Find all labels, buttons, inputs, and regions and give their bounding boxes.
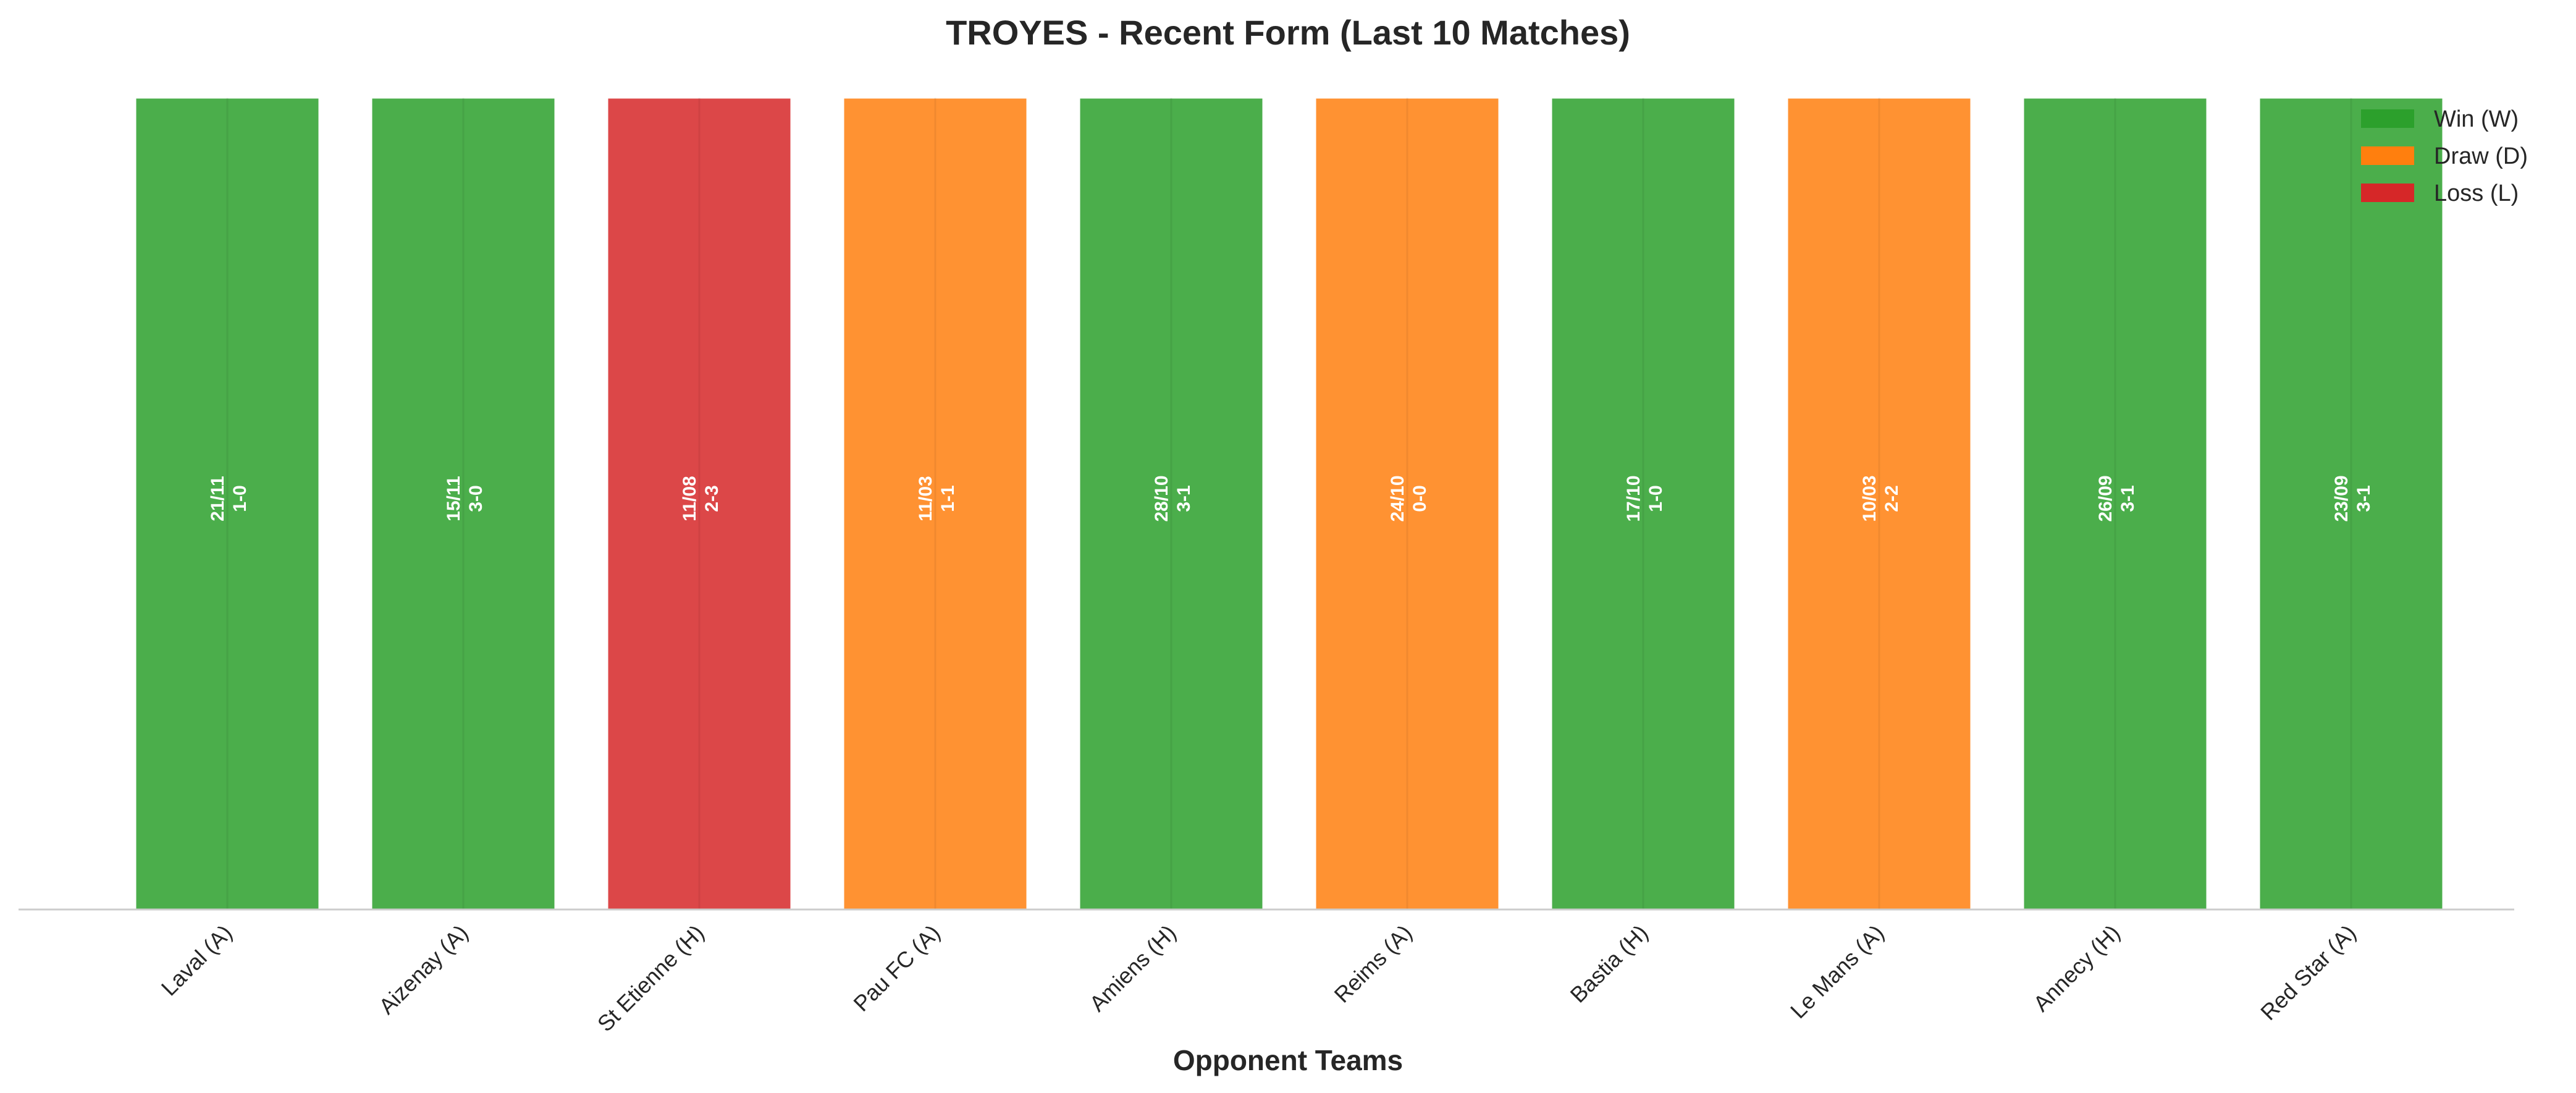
bar-date-label: 15/11 <box>444 476 464 521</box>
bar-label-7: 17/10 1-0 <box>1623 475 1666 521</box>
bar-label-10: 23/09 3-1 <box>2331 475 2374 521</box>
x-tick-label-9: Annecy (H) <box>2028 920 2124 1016</box>
bar-label-8: 10/03 2-2 <box>1859 475 1902 521</box>
bar-label-3: 11/08 2-3 <box>680 476 722 521</box>
bar-10 <box>2258 96 2444 911</box>
bar-score-label: 2-3 <box>702 485 722 512</box>
legend-label-d: Draw (D) <box>2434 143 2528 169</box>
bar-label-6: 24/10 0-0 <box>1387 475 1430 521</box>
bar-4 <box>842 96 1029 911</box>
bar-7 <box>1550 96 1736 911</box>
x-tick-label-5: Amiens (H) <box>1084 920 1181 1016</box>
bar-score-label: 1-1 <box>938 485 958 512</box>
bar-score-label: 3-0 <box>466 485 486 512</box>
bar-date-label: 28/10 <box>1151 475 1172 521</box>
bar-score-label: 3-1 <box>2354 485 2374 512</box>
bar-date-label: 11/03 <box>915 476 936 521</box>
bar-score-label: 1-0 <box>230 485 250 512</box>
bars-group <box>134 96 2444 911</box>
bar-label-9: 26/09 3-1 <box>2095 475 2138 521</box>
bar-label-4: 11/03 1-1 <box>915 476 958 521</box>
bar-5 <box>1078 96 1265 911</box>
bar-date-label: 26/09 <box>2095 475 2116 521</box>
bar-score-label: 3-1 <box>1174 485 1194 512</box>
bar-1 <box>134 96 321 911</box>
x-tick-label-6: Reims (A) <box>1329 920 1417 1008</box>
bar-score-label: 0-0 <box>1410 485 1430 512</box>
bar-date-label: 21/11 <box>208 476 228 521</box>
legend: Win (W) Draw (D) Loss (L) <box>2361 106 2528 206</box>
legend-swatch-l <box>2361 184 2414 202</box>
bar-2 <box>370 96 557 911</box>
bar-3 <box>606 96 793 911</box>
bar-score-label: 3-1 <box>2118 485 2138 512</box>
bar-label-1: 21/11 1-0 <box>208 476 250 521</box>
bar-date-label: 11/08 <box>680 476 700 521</box>
legend-swatch-d <box>2361 146 2414 165</box>
chart-title: TROYES - Recent Form (Last 10 Matches) <box>946 13 1630 52</box>
bar-score-label: 1-0 <box>1646 485 1666 512</box>
x-tick-label-4: Pau FC (A) <box>848 920 945 1016</box>
legend-label-w: Win (W) <box>2434 106 2519 132</box>
x-tick-label-8: Le Mans (A) <box>1785 920 1889 1024</box>
x-tick-label-10: Red Star (A) <box>2255 920 2360 1025</box>
bar-8 <box>1786 96 1972 911</box>
bar-date-label: 24/10 <box>1387 475 1408 521</box>
bar-score-label: 2-2 <box>1882 485 1902 512</box>
x-tick-label-1: Laval (A) <box>156 920 237 1001</box>
x-tick-label-2: Aizenay (A) <box>374 920 473 1019</box>
bar-label-5: 28/10 3-1 <box>1151 475 1194 521</box>
x-tick-label-3: St Etienne (H) <box>592 920 709 1037</box>
bar-date-label: 23/09 <box>2331 475 2352 521</box>
bar-label-2: 15/11 3-0 <box>444 476 486 521</box>
legend-label-l: Loss (L) <box>2434 180 2519 206</box>
x-tick-labels-group: Laval (A) Aizenay (A) St Etienne (H) Pau FC… <box>156 920 2361 1037</box>
bar-labels-group: 21/11 1-0 15/11 3-0 11/08 2-3 11/03 1-1 28/10 3-1… <box>208 475 2374 521</box>
legend-swatch-w <box>2361 109 2414 128</box>
bar-date-label: 17/10 <box>1623 475 1644 521</box>
bar-date-label: 10/03 <box>1859 475 1880 521</box>
x-tick-label-7: Bastia (H) <box>1565 920 1653 1008</box>
bar-6 <box>1314 96 1501 911</box>
x-axis-label: Opponent Teams <box>1173 1044 1403 1076</box>
